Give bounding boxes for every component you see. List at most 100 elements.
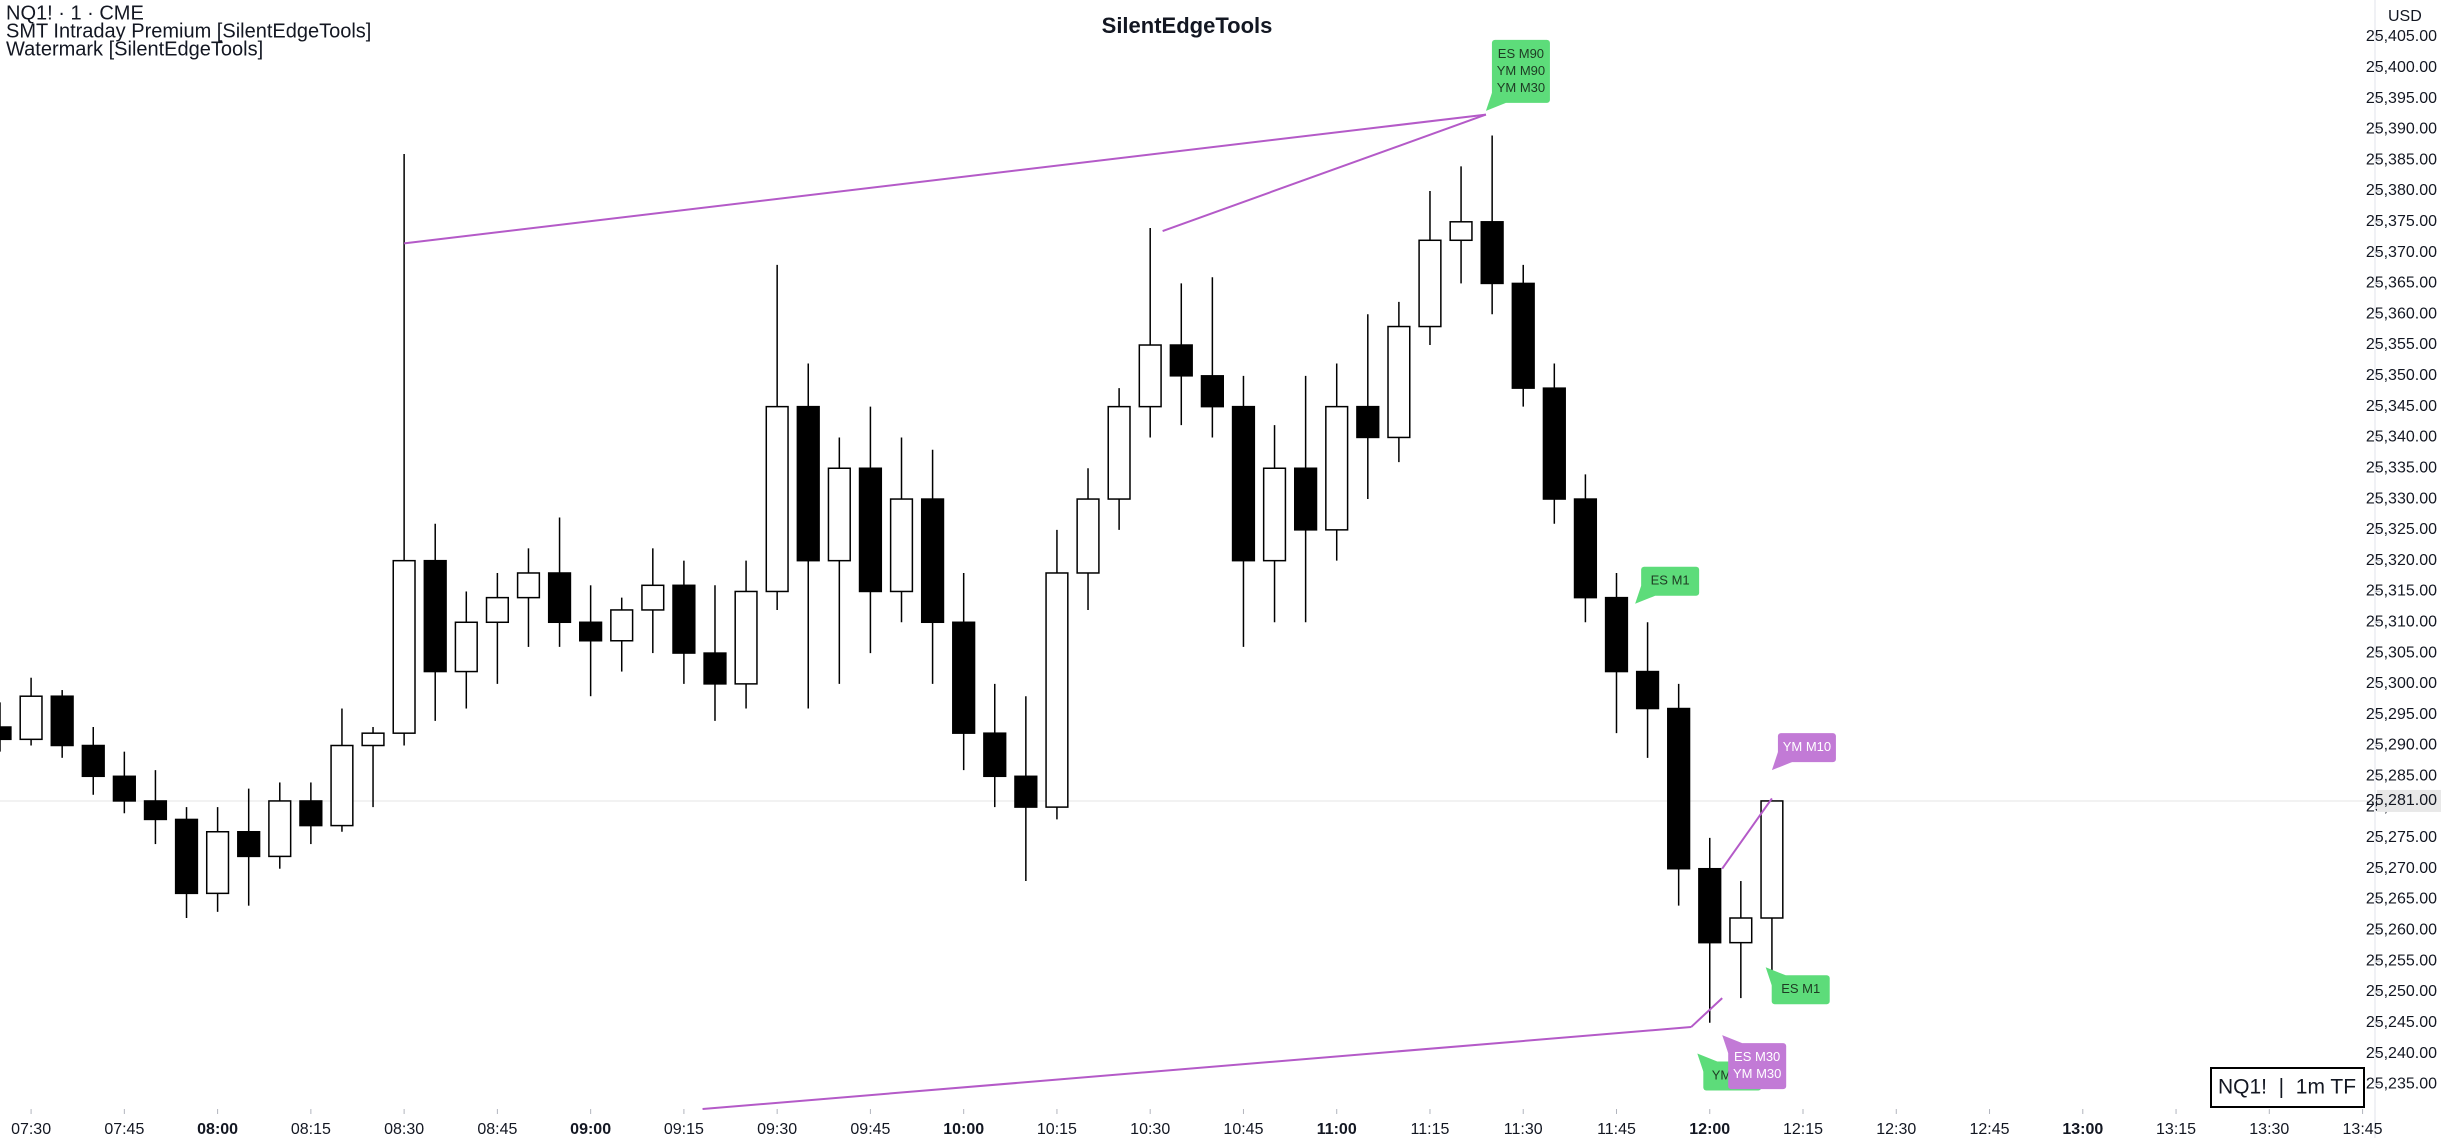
x-tick-label: 12:15 [1783,1121,1823,1138]
y-tick-label: 25,265.00 [2366,891,2437,908]
candle-body [1293,467,1318,531]
candle-body [174,818,199,895]
y-tick-label: 25,350.00 [2366,367,2437,384]
candle-body [81,744,105,778]
y-tick-label: 25,245.00 [2366,1014,2437,1031]
label-text: YM M10 [1783,739,1831,754]
x-tick-label: 07:30 [11,1121,51,1138]
x-tick-label: 07:45 [104,1121,144,1138]
y-tick-label: 25,315.00 [2366,583,2437,600]
x-tick-label: 08:30 [384,1121,424,1138]
y-tick-label: 25,365.00 [2366,275,2437,292]
candle-body [983,732,1007,778]
candle-body [1667,707,1691,870]
y-tick-label: 25,310.00 [2366,613,2437,630]
candle-body [485,596,510,624]
y-tick-label: 25,335.00 [2366,459,2437,476]
candle-body [392,559,416,734]
candle-body [516,572,541,599]
x-tick-label: 12:45 [1970,1121,2010,1138]
x-tick-label: 13:00 [2062,1121,2103,1138]
smt-line [702,1026,1692,1110]
candle-body [1729,917,1753,944]
label-text: YM M90 [1497,63,1545,78]
y-tick-label: 25,395.00 [2366,90,2437,107]
badge-text: NQ1! | 1m TF [2218,1076,2356,1099]
candle-body [361,732,385,747]
signal-label: YM M10 [1771,733,1836,771]
header-line: Watermark [SilentEdgeTools] [6,38,263,60]
x-tick-label: 11:45 [1597,1121,1636,1138]
x-tick-label: 11:30 [1504,1121,1543,1138]
label-text: ES M1 [1781,981,1820,996]
y-tick-label: 25,260.00 [2366,922,2437,939]
candle-body [1542,387,1566,500]
badge-box [2210,1067,2365,1108]
y-tick-label: 25,385.00 [2366,151,2437,168]
candle-body [1356,405,1380,439]
candle-body [1418,239,1442,328]
y-tick-label: 25,325.00 [2366,521,2437,538]
x-tick-label: 09:15 [664,1121,704,1138]
x-tick-label: 08:15 [291,1121,331,1138]
x-tick-label: 10:30 [1130,1121,1170,1138]
y-tick-label: 25,380.00 [2366,182,2437,199]
candle-body [205,831,230,895]
candle-body [1262,467,1287,562]
smt-line [1162,113,1487,232]
candle-body [858,467,883,593]
label-box [1771,975,1830,1005]
y-tick-label: 25,345.00 [2366,398,2437,415]
candle-body [1480,221,1504,285]
candle-body [1169,344,1193,377]
header-line: SMT Intraday Premium [SilentEdgeTools] [6,20,371,42]
candle-body [423,559,447,673]
candle-body [1449,221,1473,242]
signal-label: ES M1 [1635,566,1700,604]
candle-body [0,726,12,741]
candle-body [1635,670,1660,710]
candle-body [1573,498,1598,599]
x-tick-label: 08:45 [477,1121,517,1138]
y-tick-label: 25,400.00 [2366,59,2437,76]
candle-body [672,584,696,654]
x-tick-label: 09:00 [570,1121,611,1138]
signal-label: ES M90 YM M90 YM M30 [1485,39,1550,111]
candle-body [610,609,634,642]
y-tick-label: 25,255.00 [2366,952,2437,969]
y-tick-label: 25,235.00 [2366,1076,2437,1093]
x-tick-label: 09:45 [850,1121,890,1138]
candle-body [703,652,727,685]
candle-body [796,405,820,562]
candle-body [237,831,261,858]
candle-body [827,467,851,562]
header-line: NQ1! · 1 · CME [6,2,144,24]
y-tick-label: 25,370.00 [2366,244,2437,261]
candle-body [1604,596,1629,673]
smt-line [1690,997,1723,1028]
label-box [1728,1043,1787,1090]
last-price-label: 25,281.00 [2366,792,2437,809]
y-tick-label: 25,405.00 [2366,28,2437,45]
y-tick-label: 25,340.00 [2366,429,2437,446]
smt-line [1721,797,1773,870]
candle-body [1076,498,1100,574]
candle-body [579,621,603,642]
candle-body [734,590,758,685]
candle-body [1231,405,1256,562]
candle-body [547,572,572,624]
candle-body [952,621,976,734]
candle-body [143,800,168,821]
label-box [1641,566,1700,596]
x-tick-label: 13:45 [2343,1121,2383,1138]
candle-body [1698,867,1722,944]
y-tick-label: 25,360.00 [2366,305,2437,322]
candle-body [1200,375,1224,408]
y-tick-label: 25,305.00 [2366,644,2437,661]
candle-body [454,621,478,673]
y-tick-label: 25,290.00 [2366,737,2437,754]
currency: USD [2388,8,2422,25]
y-tick-label: 25,390.00 [2366,121,2437,138]
candle-body [330,744,354,827]
candle-body [112,775,136,802]
